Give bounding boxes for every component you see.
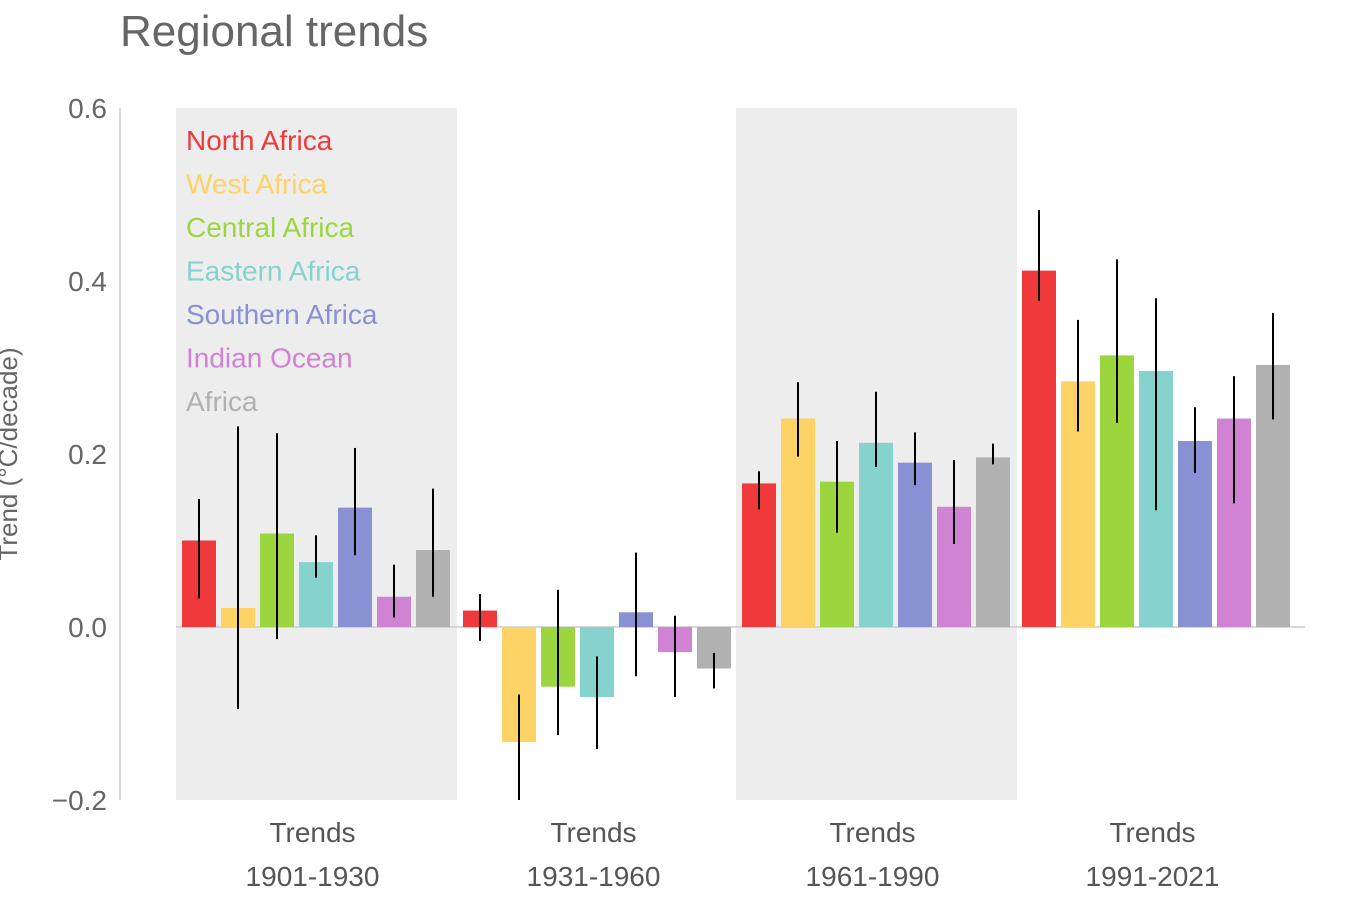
legend: North Africa West Africa Central Africa Eas… [186,125,378,417]
x-group-label-line2: 1901-1930 [246,861,380,892]
x-group-labels: Trends 1901-1930 Trends 1931-1960 Trends 1961… [246,817,1220,892]
y-tick-label: 0.4 [68,266,107,297]
legend-entry: Central Africa [186,212,354,243]
x-group-label-line2: 1931-1960 [527,861,661,892]
bar-6-2 [976,457,1010,627]
y-axis-label: Trend (°C/decade) [0,347,23,560]
x-group-label-line2: 1961-1990 [806,861,940,892]
y-tick-labels: −0.2 0.0 0.2 0.4 0.6 [52,93,107,816]
x-group-label-line1: Trends [829,817,915,848]
legend-entry: Africa [186,386,258,417]
y-tick-label: 0.0 [68,612,107,643]
bar-3-2 [859,442,893,627]
legend-entry: Southern Africa [186,299,378,330]
chart-title: Regional trends [120,7,428,56]
y-tick-label: 0.6 [68,93,107,124]
x-group-label-line1: Trends [1109,817,1195,848]
y-tick-label: −0.2 [52,785,107,816]
x-group-label-line2: 1991-2021 [1086,861,1220,892]
x-group-label-line1: Trends [550,817,636,848]
bar-4-2 [898,462,932,627]
y-tick-label: 0.2 [68,439,107,470]
group-shade-0 [176,108,457,800]
bar-0-3 [1022,270,1056,627]
error-bar-layer [198,210,1274,800]
legend-entry: Eastern Africa [186,256,361,287]
legend-entry: West Africa [186,169,328,200]
legend-entry: Indian Ocean [186,343,353,374]
x-group-label-line1: Trends [269,817,355,848]
legend-entry: North Africa [186,125,333,156]
